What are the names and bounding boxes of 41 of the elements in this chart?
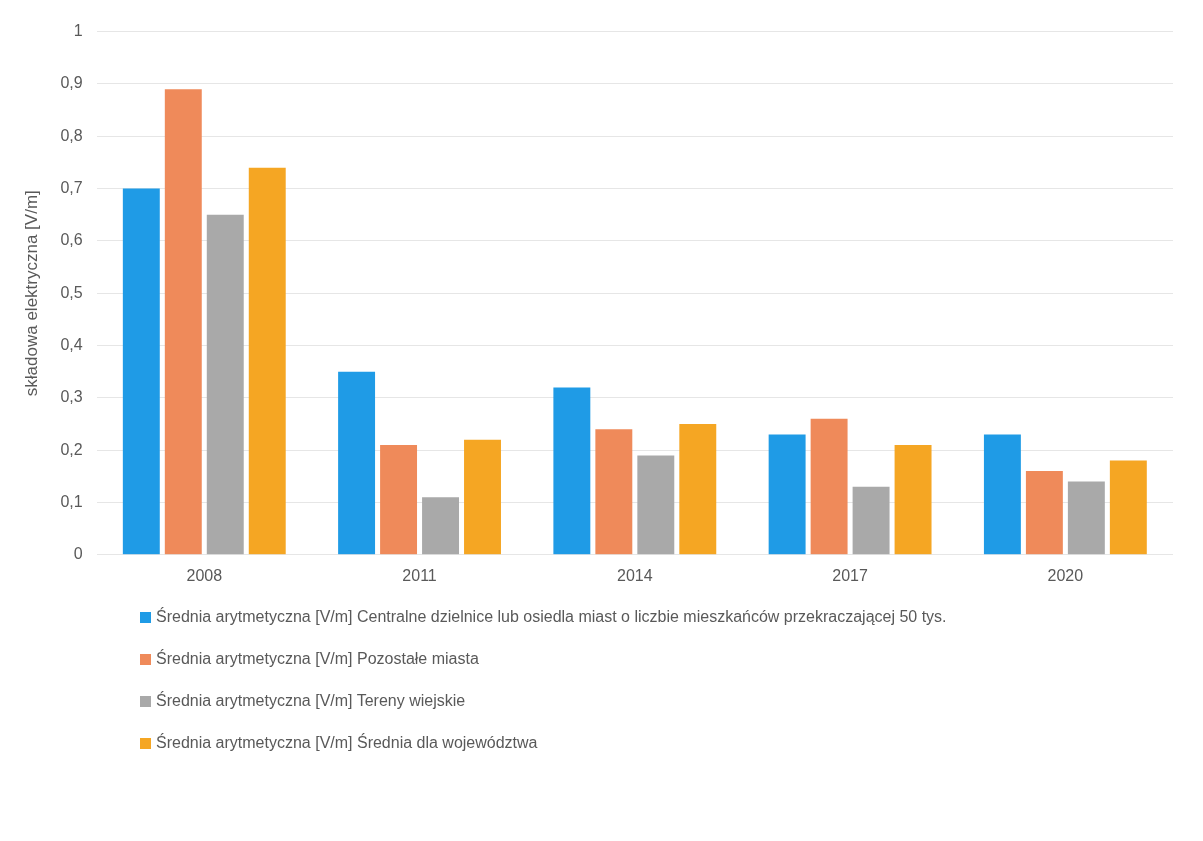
x-tick-label: 2014 bbox=[617, 566, 653, 584]
bar bbox=[983, 434, 1021, 555]
bar bbox=[122, 188, 160, 555]
bar bbox=[206, 214, 244, 555]
y-tick-label: 0,5 bbox=[60, 283, 83, 301]
y-tick-label: 0,1 bbox=[60, 492, 83, 510]
y-tick-label: 0,7 bbox=[60, 178, 83, 196]
legend-label: Średnia arytmetyczna [V/m] Średnia dla województwa bbox=[156, 734, 538, 752]
bar bbox=[1025, 471, 1063, 555]
y-tick-label: 0 bbox=[73, 545, 83, 563]
bar bbox=[894, 444, 932, 555]
y-tick-label: 1 bbox=[73, 22, 83, 40]
x-tick-label: 2008 bbox=[186, 566, 223, 584]
bar bbox=[852, 486, 890, 555]
bar bbox=[380, 444, 418, 555]
bar bbox=[637, 455, 675, 555]
bar bbox=[248, 167, 286, 555]
y-tick-label: 0,2 bbox=[60, 440, 83, 458]
legend-label: Średnia arytmetyczna [V/m] Centralne dzielnice lub osiedla miast o liczbie mieszkańców przekraczającej 50 tys. bbox=[156, 608, 947, 626]
bar bbox=[768, 434, 806, 555]
x-tick-label: 2020 bbox=[1047, 566, 1084, 584]
x-tick-label: 2017 bbox=[832, 566, 868, 584]
y-tick-label: 0,8 bbox=[60, 126, 83, 144]
bar bbox=[595, 429, 633, 555]
bar bbox=[422, 497, 460, 555]
y-tick-label: 0,6 bbox=[60, 231, 83, 249]
y-tick-label: 0,9 bbox=[60, 74, 83, 92]
bar bbox=[464, 439, 501, 555]
bar bbox=[1067, 481, 1105, 555]
bar bbox=[164, 89, 202, 555]
y-tick-label: 0,4 bbox=[60, 335, 83, 353]
y-tick-label: 0,3 bbox=[60, 388, 83, 406]
x-tick-label: 2011 bbox=[402, 566, 437, 584]
y-axis-title: składowa elektryczna [V/m] bbox=[21, 190, 41, 397]
bar bbox=[810, 418, 848, 555]
bar bbox=[1109, 460, 1147, 555]
bar bbox=[338, 371, 376, 555]
bar bbox=[553, 387, 591, 555]
legend-label: Średnia arytmetyczna [V/m] Tereny wiejskie bbox=[156, 692, 466, 710]
bar bbox=[679, 424, 717, 555]
legend-label: Średnia arytmetyczna [V/m] Pozostałe miasta bbox=[156, 650, 479, 668]
